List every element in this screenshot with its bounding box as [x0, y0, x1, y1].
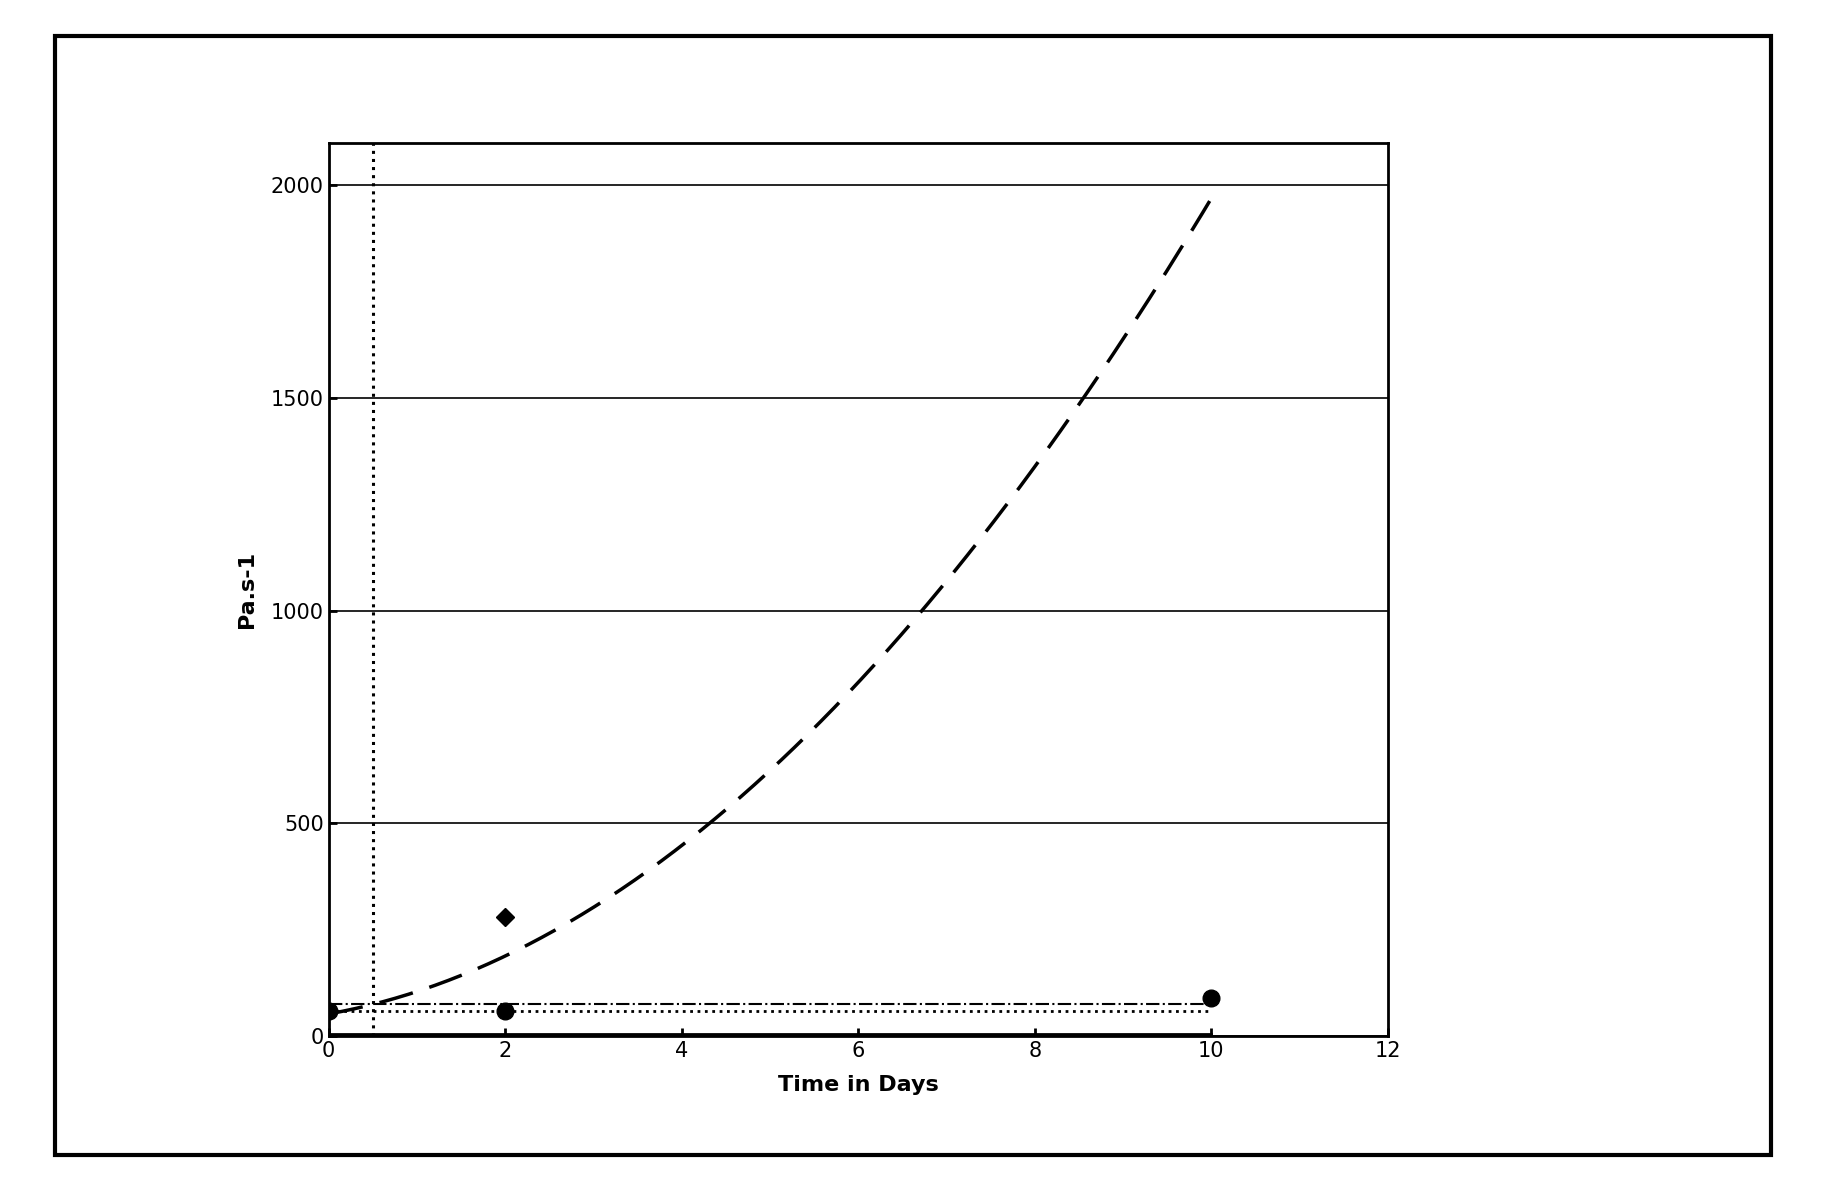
Y-axis label: Pa.s-1: Pa.s-1 [237, 551, 257, 628]
X-axis label: Time in Days: Time in Days [778, 1075, 939, 1095]
